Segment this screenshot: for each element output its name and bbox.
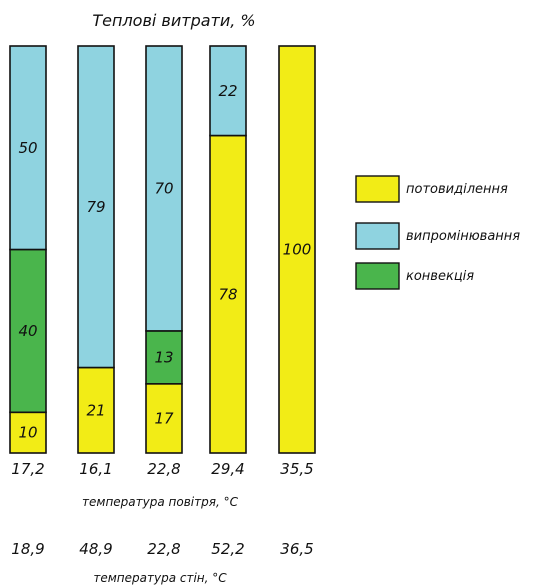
bar-segment-4-series-1	[209, 134, 247, 454]
wall-temperature-1: 18,9	[11, 540, 44, 558]
legend-label-2: випромінювання	[406, 229, 520, 244]
bar-value-labels: 10 40 50 21 79 17 13 70 78 22 100	[18, 82, 311, 442]
legend-swatch-3	[355, 262, 400, 290]
air-temperature-2: 16,1	[79, 460, 112, 478]
bar-segment-1-series-1	[9, 411, 47, 454]
wall-temperature-labels: 18,9 48,9 22,8 52,2 36,5	[11, 540, 313, 558]
legend-swatch-2	[355, 222, 400, 250]
value-label-4-series-3: 22	[218, 82, 237, 100]
value-label-1-series-1: 10	[18, 424, 37, 442]
air-temperature-axis-label: температура повітря, °C	[82, 495, 239, 509]
legend-label-3: конвекція	[406, 269, 474, 284]
bar-segment-1-series-3	[9, 45, 47, 251]
value-label-2-series-1: 21	[86, 401, 105, 419]
air-temperature-labels: 17,2 16,1 22,8 29,4 35,5	[11, 460, 313, 478]
value-label-4-series-1: 78	[218, 285, 237, 303]
bar-segment-4-series-3	[209, 45, 247, 137]
bar-segment-3-series-2	[145, 330, 183, 385]
wall-temperature-2: 48,9	[79, 540, 112, 558]
bar-segment-2-series-3	[77, 45, 115, 369]
wall-temperature-4: 52,2	[211, 540, 244, 558]
value-label-2-series-3: 79	[86, 198, 105, 216]
bar-segment-3-series-3	[145, 45, 183, 332]
bar-segment-3-series-1	[145, 383, 183, 454]
legend: потовиділення випромінювання конвекція	[355, 175, 520, 290]
bar-segment-2-series-1	[77, 366, 115, 454]
air-temperature-3: 22,8	[147, 460, 180, 478]
wall-temperature-axis-label: температура стін, °C	[93, 571, 227, 585]
air-temperature-4: 29,4	[211, 460, 244, 478]
stacked-bars	[9, 45, 316, 454]
air-temperature-1: 17,2	[11, 460, 44, 478]
value-label-1-series-3: 50	[18, 139, 37, 157]
value-label-1-series-2: 40	[18, 322, 37, 340]
value-label-3-series-2: 13	[154, 348, 173, 366]
value-label-3-series-1: 17	[154, 409, 174, 427]
air-temperature-5: 35,5	[280, 460, 313, 478]
bar-segment-1-series-2	[9, 248, 47, 414]
value-label-5-series-1: 100	[283, 241, 312, 259]
chart-title: Теплові витрати, %	[92, 11, 255, 30]
wall-temperature-5: 36,5	[280, 540, 313, 558]
value-label-3-series-3: 70	[154, 179, 173, 197]
wall-temperature-3: 22,8	[147, 540, 180, 558]
legend-swatch-1	[355, 175, 400, 203]
legend-label-1: потовиділення	[406, 182, 508, 197]
bar-segment-5-series-1	[278, 45, 316, 454]
